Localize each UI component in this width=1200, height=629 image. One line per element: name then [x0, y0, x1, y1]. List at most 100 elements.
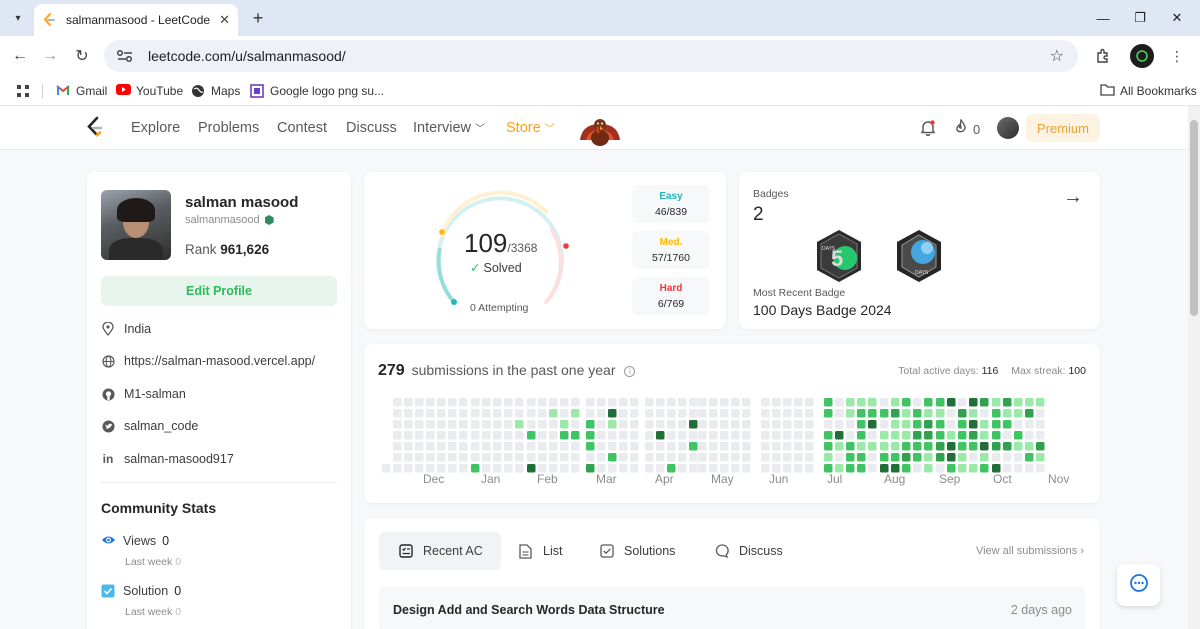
heatmap-cell[interactable] — [471, 409, 480, 418]
heatmap-cell[interactable] — [805, 420, 814, 429]
heatmap-cell[interactable] — [527, 431, 536, 440]
heatmap-cell[interactable] — [586, 409, 595, 418]
heatmap-cell[interactable] — [656, 442, 665, 451]
heatmap-cell[interactable] — [538, 398, 547, 407]
heatmap-cell[interactable] — [772, 420, 781, 429]
heatmap-cell[interactable] — [471, 464, 480, 473]
heatmap-cell[interactable] — [794, 464, 803, 473]
heatmap-cell[interactable] — [493, 453, 502, 462]
heatmap-cell[interactable] — [678, 453, 687, 462]
heatmap-cell[interactable] — [1014, 453, 1023, 462]
heatmap-cell[interactable] — [571, 409, 580, 418]
heatmap-cell[interactable] — [913, 420, 922, 429]
heatmap-cell[interactable] — [1036, 398, 1045, 407]
heatmap-cell[interactable] — [1036, 409, 1045, 418]
heatmap-cell[interactable] — [437, 442, 446, 451]
heatmap-cell[interactable] — [597, 409, 606, 418]
heatmap-cell[interactable] — [857, 431, 866, 440]
heatmap-cell[interactable] — [698, 398, 707, 407]
heatmap-cell[interactable] — [891, 431, 900, 440]
heatmap-cell[interactable] — [880, 398, 889, 407]
info-icon[interactable]: i — [624, 366, 636, 377]
heatmap-cell[interactable] — [527, 409, 536, 418]
heatmap-cell[interactable] — [689, 442, 698, 451]
heatmap-cell[interactable] — [868, 464, 877, 473]
heatmap-cell[interactable] — [586, 431, 595, 440]
heatmap-cell[interactable] — [772, 442, 781, 451]
heatmap-cell[interactable] — [393, 420, 402, 429]
hard-stat[interactable]: Hard 6/769 — [632, 277, 710, 315]
heatmap-cell[interactable] — [426, 398, 435, 407]
heatmap-cell[interactable] — [709, 420, 718, 429]
heatmap-cell[interactable] — [761, 464, 770, 473]
heatmap-cell[interactable] — [969, 398, 978, 407]
heatmap-cell[interactable] — [913, 442, 922, 451]
heatmap-cell[interactable] — [382, 464, 391, 473]
heatmap-cell[interactable] — [504, 453, 513, 462]
heatmap-cell[interactable] — [794, 409, 803, 418]
heatmap-cell[interactable] — [667, 431, 676, 440]
heatmap-cell[interactable] — [794, 442, 803, 451]
heatmap-cell[interactable] — [437, 464, 446, 473]
heatmap-cell[interactable] — [731, 420, 740, 429]
heatmap-cell[interactable] — [527, 398, 536, 407]
heatmap-cell[interactable] — [880, 409, 889, 418]
heatmap-cell[interactable] — [645, 442, 654, 451]
heatmap-cell[interactable] — [678, 420, 687, 429]
heatmap-cell[interactable] — [527, 420, 536, 429]
nav-contest[interactable]: Contest — [277, 120, 327, 136]
heatmap-cell[interactable] — [969, 420, 978, 429]
heatmap-cell[interactable] — [482, 431, 491, 440]
heatmap-cell[interactable] — [891, 420, 900, 429]
heatmap-cell[interactable] — [913, 398, 922, 407]
heatmap-cell[interactable] — [947, 453, 956, 462]
twitter-link[interactable]: salman_code — [101, 419, 198, 433]
heatmap-cell[interactable] — [515, 453, 524, 462]
heatmap-cell[interactable] — [1003, 398, 1012, 407]
heatmap-cell[interactable] — [515, 431, 524, 440]
heatmap-cell[interactable] — [448, 453, 457, 462]
heatmap-cell[interactable] — [902, 442, 911, 451]
heatmap-cell[interactable] — [393, 431, 402, 440]
heatmap-cell[interactable] — [1036, 442, 1045, 451]
heatmap-cell[interactable] — [1003, 453, 1012, 462]
heatmap-cell[interactable] — [924, 409, 933, 418]
heatmap-cell[interactable] — [404, 442, 413, 451]
heatmap-cell[interactable] — [761, 431, 770, 440]
heatmap-cell[interactable] — [645, 420, 654, 429]
heatmap-cell[interactable] — [549, 453, 558, 462]
heatmap-cell[interactable] — [709, 431, 718, 440]
heatmap-cell[interactable] — [958, 442, 967, 451]
heatmap-cell[interactable] — [891, 398, 900, 407]
heatmap-cell[interactable] — [936, 464, 945, 473]
notification-bell-icon[interactable] — [920, 119, 936, 140]
minimize-icon[interactable]: — — [1096, 10, 1110, 26]
heatmap-cell[interactable] — [1014, 431, 1023, 440]
heatmap-cell[interactable] — [947, 464, 956, 473]
linkedin-link[interactable]: in salman-masood917 — [102, 452, 234, 466]
heatmap-cell[interactable] — [720, 431, 729, 440]
heatmap-cell[interactable] — [936, 453, 945, 462]
heatmap-cell[interactable] — [560, 464, 569, 473]
heatmap-cell[interactable] — [761, 398, 770, 407]
heatmap-cell[interactable] — [393, 398, 402, 407]
heatmap-cell[interactable] — [608, 442, 617, 451]
nav-interview[interactable]: Interview ﹀ — [413, 120, 486, 136]
heatmap-cell[interactable] — [835, 409, 844, 418]
heatmap-cell[interactable] — [404, 453, 413, 462]
heatmap-cell[interactable] — [549, 398, 558, 407]
heatmap-cell[interactable] — [958, 420, 967, 429]
apps-grid-icon[interactable] — [16, 82, 30, 100]
heatmap-cell[interactable] — [667, 398, 676, 407]
heatmap-cell[interactable] — [980, 420, 989, 429]
heatmap-cell[interactable] — [404, 431, 413, 440]
heatmap-cell[interactable] — [482, 442, 491, 451]
heatmap-cell[interactable] — [586, 420, 595, 429]
heatmap-cell[interactable] — [426, 420, 435, 429]
heatmap-cell[interactable] — [783, 442, 792, 451]
heatmap-cell[interactable] — [448, 442, 457, 451]
heatmap-cell[interactable] — [720, 453, 729, 462]
heatmap-cell[interactable] — [913, 431, 922, 440]
heatmap-cell[interactable] — [969, 442, 978, 451]
tab-search-icon[interactable]: ▾ — [15, 12, 21, 24]
